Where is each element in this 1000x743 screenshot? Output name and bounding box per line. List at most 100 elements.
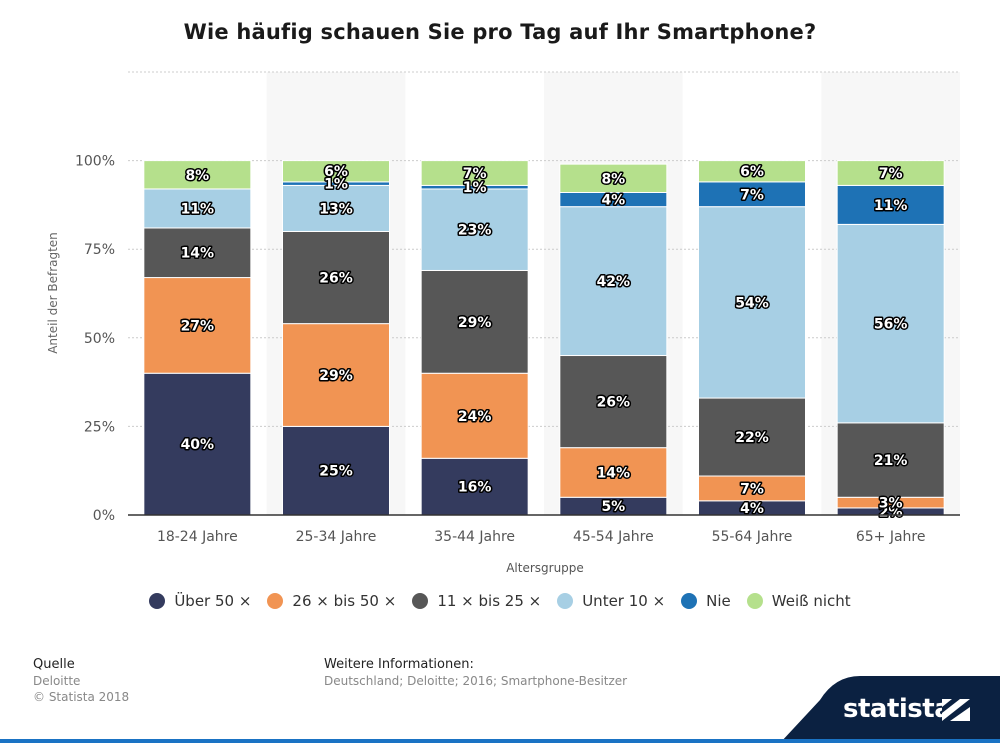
data-label: 4% (740, 501, 764, 517)
data-labels: 40%27%14%11%8%25%29%26%13%1%6%16%24%29%2… (179, 163, 909, 522)
data-label: 6% (740, 164, 764, 180)
copyright: © Statista 2018 (33, 690, 130, 704)
bar-segment (143, 277, 252, 374)
source-block: Quelle Deloitte © Statista 2018 (33, 657, 129, 705)
data-label: 8% (185, 168, 209, 184)
bar-segment (420, 372, 529, 459)
data-label: 26% (319, 271, 353, 287)
source-heading: Quelle (33, 657, 75, 672)
data-label: 29% (458, 315, 492, 331)
data-label: 26% (597, 395, 631, 411)
bar-segment (143, 227, 252, 279)
statista-logo-icon[interactable] (942, 699, 970, 721)
source-name[interactable]: Deloitte (33, 674, 81, 688)
bottom-accent-rule (0, 739, 1000, 743)
bar-segment (698, 160, 806, 183)
legend-swatch (557, 593, 574, 609)
data-label: 14% (597, 465, 631, 481)
data-label: 23% (458, 223, 492, 239)
data-label: 42% (597, 274, 631, 290)
data-label: 1% (463, 180, 487, 196)
legend-item[interactable]: 11 × bis 25 × (412, 592, 541, 610)
legend-item[interactable]: 26 × bis 50 × (267, 592, 396, 610)
chart-title: Wie häufig schauen Sie pro Tag auf Ihr S… (183, 20, 817, 44)
bar-segment (282, 230, 390, 325)
bar-segment (143, 188, 252, 229)
x-tick-label: 25-34 Jahre (296, 529, 377, 545)
x-tick-label: 65+ Jahre (856, 529, 926, 545)
legend-item[interactable]: Weiß nicht (746, 592, 851, 610)
bar-segment (282, 160, 390, 183)
data-label: 40% (181, 437, 215, 453)
data-label: 56% (874, 317, 908, 333)
bar-segment (420, 160, 529, 186)
bar-segment (836, 422, 945, 498)
data-label: 25% (319, 464, 353, 480)
bar-segment (836, 160, 945, 186)
x-tick-label: 35-44 Jahre (434, 529, 515, 545)
data-label: 11% (181, 201, 215, 217)
x-axis-label: Altersgruppe (506, 561, 584, 575)
bar-segment (282, 323, 390, 427)
data-label: 7% (879, 166, 903, 182)
data-label: 5% (601, 499, 625, 515)
data-label: 24% (458, 409, 492, 425)
data-label: 11% (874, 198, 908, 214)
bar-stacks: 18-24 Jahre 25-34 Jahre 35-44 Jahre 45-54 J… (143, 160, 945, 545)
legend-label: Nie (706, 592, 731, 610)
data-label: 7% (740, 481, 764, 497)
data-label: 54% (735, 295, 769, 311)
data-label: 21% (874, 453, 908, 469)
data-label: 7% (463, 166, 487, 182)
y-tick-label: 100% (75, 154, 115, 170)
legend-label: Unter 10 × (582, 592, 666, 610)
bar-segment (143, 372, 252, 516)
legend: Über 50 × 26 × bis 50 × 11 × bis 25 × Unter… (0, 592, 1000, 610)
bar-segment (836, 223, 945, 424)
legend-item[interactable]: Über 50 × (149, 592, 251, 610)
legend-swatch (412, 593, 429, 609)
x-tick-label: 45-54 Jahre (573, 529, 654, 545)
data-label: 13% (319, 201, 353, 217)
y-tick-label: 50% (84, 331, 115, 347)
legend-label: Weiß nicht (771, 592, 851, 610)
more-info-text: Deutschland; Deloitte; 2016; Smartphone-… (324, 674, 628, 688)
legend-swatch (746, 593, 763, 609)
legend-label: Über 50 × (174, 592, 252, 610)
bar-segment (559, 206, 668, 357)
bar-segment (282, 184, 390, 232)
data-label: 29% (319, 368, 353, 384)
bar-segment (559, 355, 668, 449)
more-info-heading: Weitere Informationen: (324, 657, 474, 672)
bar-segment (698, 397, 806, 477)
data-label: 22% (735, 430, 769, 446)
data-label: 1% (324, 177, 348, 193)
data-label: 4% (601, 193, 625, 209)
bar-segment (698, 475, 806, 502)
y-tick-label: 25% (84, 419, 115, 435)
bar-segment (559, 163, 668, 193)
bar-segment (143, 160, 252, 190)
legend-label: 26 × bis 50 × (292, 592, 397, 610)
x-tick-label: 18-24 Jahre (157, 529, 238, 545)
data-label: 27% (181, 318, 215, 334)
data-label: 7% (740, 187, 764, 203)
legend-item[interactable]: Nie (681, 592, 731, 610)
statista-logo-text[interactable]: statista (843, 694, 952, 724)
bar-segment (282, 425, 390, 516)
data-label: 3% (879, 496, 903, 512)
bar-segment (420, 269, 529, 374)
y-tick-label: 0% (93, 508, 115, 524)
data-label: 6% (324, 164, 348, 180)
more-info-block: Weitere Informationen: Deutschland; Delo… (324, 657, 627, 689)
data-label: 2% (879, 504, 903, 520)
legend-swatch (149, 593, 166, 609)
bar-segment (698, 206, 806, 399)
gridlines: 0% 25% 50% 75% 100% (75, 71, 960, 524)
data-label: 14% (181, 246, 215, 262)
data-label: 16% (458, 480, 492, 496)
data-label: 8% (601, 171, 625, 187)
legend-swatch (267, 593, 284, 609)
legend-item[interactable]: Unter 10 × (557, 592, 665, 610)
